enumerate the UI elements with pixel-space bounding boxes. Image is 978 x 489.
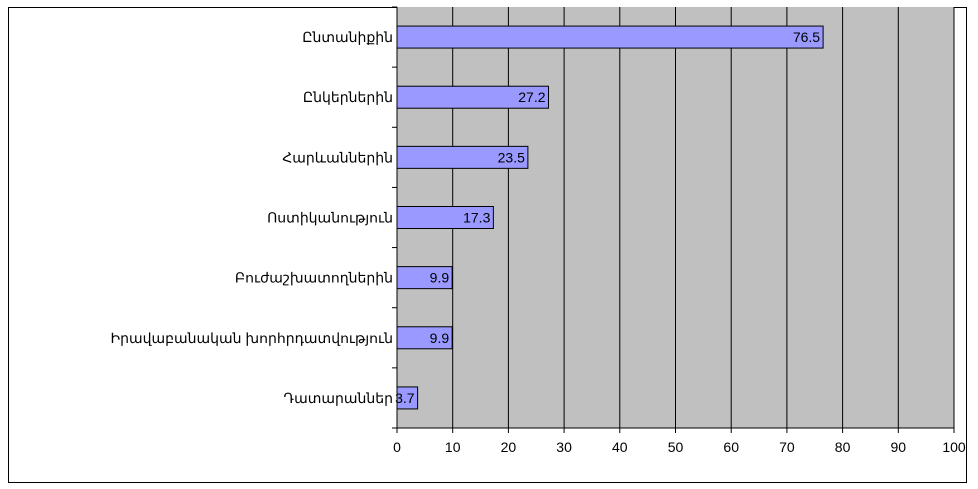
x-tick-label: 10: [445, 439, 461, 455]
x-tick-label: 90: [891, 439, 907, 455]
x-tick-label: 50: [668, 439, 684, 455]
x-tick-label: 0: [393, 439, 401, 455]
x-tick-label: 70: [779, 439, 795, 455]
value-label: 27.2: [518, 89, 545, 105]
category-label: Իրավաբանական խորհրդատվություն: [110, 330, 393, 346]
x-tick-label: 100: [942, 439, 966, 455]
category-label: Դատարաններ: [284, 390, 393, 406]
x-tick-label: 60: [723, 439, 739, 455]
x-tick-label: 20: [501, 439, 517, 455]
value-label: 3.7: [395, 390, 415, 406]
category-label: Ընկերներին: [303, 89, 393, 105]
category-labels: Ընտանիքին Ընկերներին Հարևաններին Ոստիկանութ…: [110, 29, 393, 406]
x-tick-label: 30: [556, 439, 572, 455]
bars: [396, 25, 824, 410]
x-axis-ticks: 0 10 20 30 40 50 60 70 80 90 100: [392, 6, 966, 455]
value-label: 23.5: [498, 149, 525, 165]
value-label: 9.9: [430, 270, 450, 286]
value-labels: 76.5 27.2 23.5 17.3 9.9 9.9 3.7: [395, 29, 820, 406]
value-label: 9.9: [430, 330, 450, 346]
category-label: Ընտանիքին: [302, 29, 393, 45]
gridlines: [452, 7, 955, 428]
value-label: 76.5: [793, 29, 820, 45]
category-label: Ոստիկանություն: [267, 210, 393, 226]
x-tick-label: 80: [835, 439, 851, 455]
x-tick-label: 40: [612, 439, 628, 455]
bar: [396, 25, 824, 49]
value-label: 17.3: [463, 210, 490, 226]
category-label: Հարևաններին: [282, 149, 393, 165]
category-label: Բուժաշխատողներին: [235, 270, 393, 286]
